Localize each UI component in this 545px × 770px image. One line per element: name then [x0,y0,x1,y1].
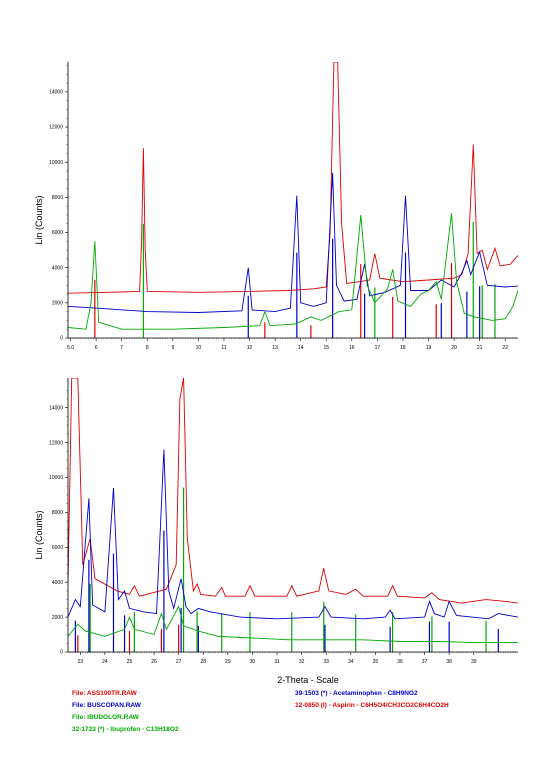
x-tick-label: 29 [225,659,231,665]
series-line-1 [68,378,518,604]
x-tick-label: 36 [397,659,403,665]
x-tick-label: 24 [102,659,108,665]
legend-ref-acetaminophen: 39-1503 (*) - Acetaminophen - C8H9NO2 [295,690,418,697]
y-tick-label: 4000 [52,580,63,586]
x-tick-label: 34 [348,659,354,665]
series-line-3 [68,605,518,643]
y-axis-title: Lin (Counts) [34,195,44,244]
x-tick-label: 37 [422,659,428,665]
x-tick-label: 7 [120,345,123,351]
y-tick-label: 10000 [49,475,63,481]
y-tick-label: 6000 [52,230,63,236]
x-tick-label: 12 [247,345,253,351]
x-tick-label: 21 [477,345,483,351]
x-tick-label: 19 [426,345,432,351]
legend-file-buscopan: File: BUSCOPAN.RAW [72,702,141,709]
chart-panel-2: 0 2000 4000 6000 8000 10000 12000 14000 23 24 25 26… [34,378,518,685]
x-tick-label: 17 [375,345,381,351]
x-tick-label: 26 [151,659,157,665]
x-tick-label: 32 [299,659,305,665]
y-tick-label: 8000 [52,510,63,516]
x-axis-title: 2-Theta - Scale [277,675,339,685]
legend-ref-aspirin: 12-0850 (I) - Aspirin - C6H5O4/CH3CO2C6H… [295,702,449,709]
x-tick-label: 33 [323,659,329,665]
x-tick-label: 25 [127,659,133,665]
x-tick-label: 9 [171,345,174,351]
series-line-2 [68,172,518,313]
x-tick-label: 6 [95,345,98,351]
y-tick-label: 14000 [49,405,63,411]
y-tick-label: 2000 [52,615,63,621]
x-tick-label: 39 [471,659,477,665]
x-tick-label: 13 [272,345,278,351]
y-axis-title: Lin (Counts) [34,510,44,559]
y-tick-label: 8000 [52,195,63,201]
y-tick-label: 4000 [52,265,63,271]
y-tick-label: 14000 [49,90,63,96]
y-tick-label: 0 [60,650,63,656]
y-tick-label: 12000 [49,125,63,131]
x-tick-label: 16 [349,345,355,351]
series-line-2 [68,449,518,620]
x-tick-label: 30 [250,659,256,665]
y-tick-label: 12000 [49,440,63,446]
x-tick-label: 8 [146,345,149,351]
y-tick-label: 2000 [52,301,63,307]
x-tick-label: 15 [323,345,329,351]
x-tick-label: 35 [373,659,379,665]
x-tick-label: 18 [400,345,406,351]
series-line-3 [68,213,518,330]
x-tick-label: 11 [221,345,226,351]
chart-panel-1: 0 2000 4000 6000 8000 10000 12000 14000 5.0 6 7 8 9 1… [34,62,518,351]
legend-file-ass: File: ASS100TR.RAW [72,690,137,697]
reference-sticks [74,487,499,652]
x-tick-label: 22 [502,345,508,351]
x-tick-label: 5.0 [67,345,74,351]
x-tick-label: 20 [451,345,457,351]
reference-sticks [94,221,496,338]
x-tick-label: 38 [446,659,452,665]
y-tick-label: 0 [60,336,63,342]
x-tick-label: 31 [274,659,280,665]
legend-file-ibudolor: File: IBUDOLOR.RAW [72,714,139,721]
x-tick-label: 10 [196,345,202,351]
x-tick-label: 14 [298,345,304,351]
x-tick-label: 28 [200,659,206,665]
legend-ref-ibuprofen: 32-1723 (*) - Ibuprofen - C13H18O2 [72,726,179,733]
x-tick-label: 23 [78,659,84,665]
x-tick-label: 27 [176,659,182,665]
y-tick-label: 6000 [52,545,63,551]
y-tick-label: 10000 [49,160,63,166]
